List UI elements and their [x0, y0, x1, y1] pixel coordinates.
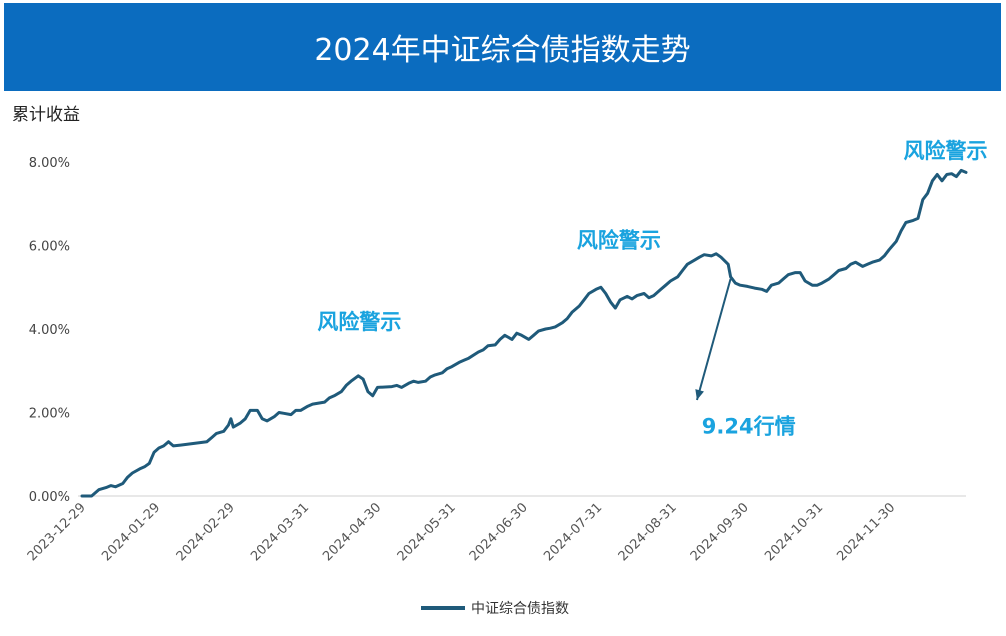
x-tick-label: 2024-05-31 [395, 500, 459, 564]
legend-swatch [421, 606, 465, 610]
y-tick-label: 0.00% [29, 490, 70, 505]
x-tick-label: 2024-06-30 [467, 500, 531, 564]
x-tick-label: 2024-03-31 [248, 500, 312, 564]
annotation-label: 风险警示 [904, 139, 988, 163]
arrow-shaft [695, 278, 732, 401]
y-tick-label: 8.00% [29, 156, 70, 171]
x-tick-label: 2024-01-29 [99, 500, 163, 564]
x-tick-label: 2024-04-30 [320, 500, 384, 564]
annotation-label: 风险警示 [577, 229, 661, 253]
y-axis-label: 累计收益 [12, 105, 80, 125]
series-line [80, 168, 968, 498]
chart-title: 2024年中证综合债指数走势 [4, 3, 1001, 91]
series-layer [80, 168, 968, 498]
y-tick-label: 2.00% [29, 407, 70, 422]
legend-label: 中证综合债指数 [471, 601, 569, 617]
x-tick-label: 2024-11-30 [834, 500, 898, 564]
x-tick-label: 2024-09-30 [688, 500, 752, 564]
x-tick-label: 2024-02-29 [174, 500, 238, 564]
x-tick-label: 2024-10-31 [762, 500, 826, 564]
annotation-label: 9.24行情 [702, 414, 796, 438]
legend: 中证综合债指数 [421, 598, 569, 618]
x-tick-label: 2023-12-29 [25, 500, 89, 564]
y-axis-ticks: 0.00% 2.00% 4.00% 6.00% 8.00% [29, 156, 70, 505]
x-tick-label: 2024-08-31 [616, 500, 680, 564]
x-axis-ticks: 2023-12-29 2024-01-29 2024-02-29 2024-03-31… [25, 500, 899, 564]
y-tick-label: 6.00% [29, 240, 70, 255]
y-tick-label: 4.00% [29, 323, 70, 338]
arrow-head [695, 389, 704, 400]
x-tick-label: 2024-07-31 [541, 500, 605, 564]
annotation-label: 风险警示 [317, 310, 401, 334]
